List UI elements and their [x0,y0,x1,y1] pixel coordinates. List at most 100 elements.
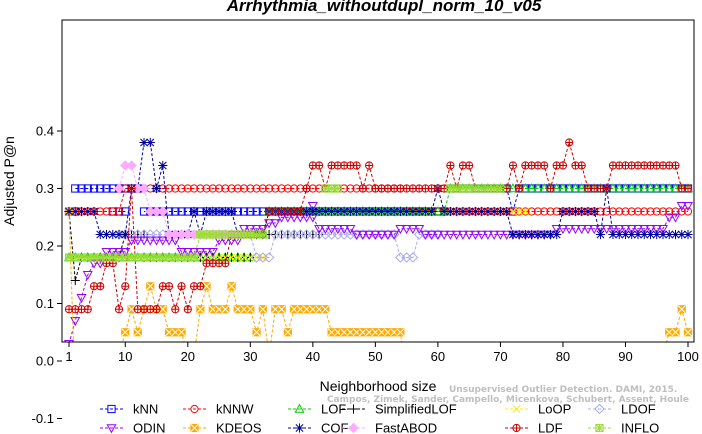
legend-label: COF [321,421,349,434]
point-ldf [302,184,311,193]
point-odin [601,225,612,235]
point-knnw [208,184,217,193]
point-odin [670,213,681,223]
x-tick-label: 100 [677,349,699,364]
point-odin [451,230,462,240]
point-odin [657,225,669,235]
point-ldf [221,259,230,268]
legend-item-loop: LoOP [505,402,571,417]
point-odin [176,248,187,258]
point-kdeos [528,375,535,382]
series-odin [63,202,694,342]
plot-marks [63,137,694,428]
x-tick-label: 50 [368,349,382,364]
point-lof [557,183,568,193]
point-kdeos [252,328,261,337]
point-odin [339,225,350,235]
point-odin [351,230,362,240]
point-ldf [577,161,586,170]
point-odin [482,230,493,240]
point-kdeos [121,328,130,337]
point-kdeos [491,375,498,382]
point-kdeos [416,352,423,359]
point-ldf [164,282,174,291]
point-kdeos [503,375,510,382]
legend-item-knn: kNN [100,402,158,417]
point-kdeos [553,375,560,382]
point-cof [226,206,237,217]
point-knnw [546,207,555,216]
point-knn [171,207,180,216]
point-loop [221,253,230,262]
point-kdeos [441,375,448,382]
point-lof [432,206,443,216]
point-odin [626,225,637,235]
legend-label: LDOF [621,402,656,417]
point-kdeos [509,375,516,382]
point-loop [521,207,530,216]
point-kdeos [97,398,104,405]
series-line-ldf-0 [69,140,688,312]
point-ldf [177,282,186,291]
point-kdeos [484,375,491,382]
point-lof [526,183,537,193]
point-ldf [171,305,180,314]
point-odin [245,225,256,235]
point-cof [527,229,537,240]
point-knnw [640,207,649,216]
point-kdeos [659,352,666,359]
point-odin [157,236,168,246]
point-knnw [252,184,261,193]
point-lof [539,183,550,193]
point-cof [458,206,468,217]
point-ldf [558,161,568,170]
series-line-odin-1 [312,205,688,235]
point-kdeos [447,375,454,382]
point-lof [651,183,662,193]
point-loop [208,253,217,262]
point-kdeos [246,305,255,314]
y-tick-label: 0.1 [36,296,54,311]
y-axis: -0.1 0.0 0.1 0.2 0.3 0.4 [32,124,62,426]
point-cof [502,206,512,217]
point-fastabod [157,206,169,217]
x-tick-label: 1 [65,349,72,364]
point-kdeos [534,375,541,382]
point-odin [464,230,475,240]
point-kdeos [522,375,529,382]
point-kdeos [133,328,142,337]
point-odin [207,248,218,258]
point-odin [614,225,625,235]
point-knnw [108,207,117,216]
point-kdeos [103,398,110,405]
point-kdeos [396,328,405,337]
y-tick-label: 0.4 [36,124,54,139]
point-lof [645,183,656,193]
legend-label: LDF [538,421,563,434]
point-ldf [565,138,574,147]
legend-item-ldf: LDF [505,421,563,434]
x-tick-label: 30 [243,349,257,364]
point-knnw [527,207,536,216]
point-inflo [258,230,267,239]
x-tick-label: 60 [431,349,445,364]
legend-item-kdeos: KDEOS [183,421,262,434]
point-cof [364,206,374,217]
point-odin [107,248,118,258]
point-knn [102,184,111,193]
point-lof [632,183,644,193]
point-kdeos [84,421,91,428]
y-tick-label: 0.2 [36,239,54,254]
point-odin [145,236,156,246]
point-lof [620,183,631,193]
point-kdeos [277,305,286,314]
point-kdeos [478,375,485,382]
point-kdeos [72,392,79,399]
point-odin [270,219,281,229]
point-odin [489,230,500,240]
point-knn [239,207,249,216]
point-lof [576,183,587,193]
point-odin [607,225,619,235]
point-inflo [333,184,342,193]
